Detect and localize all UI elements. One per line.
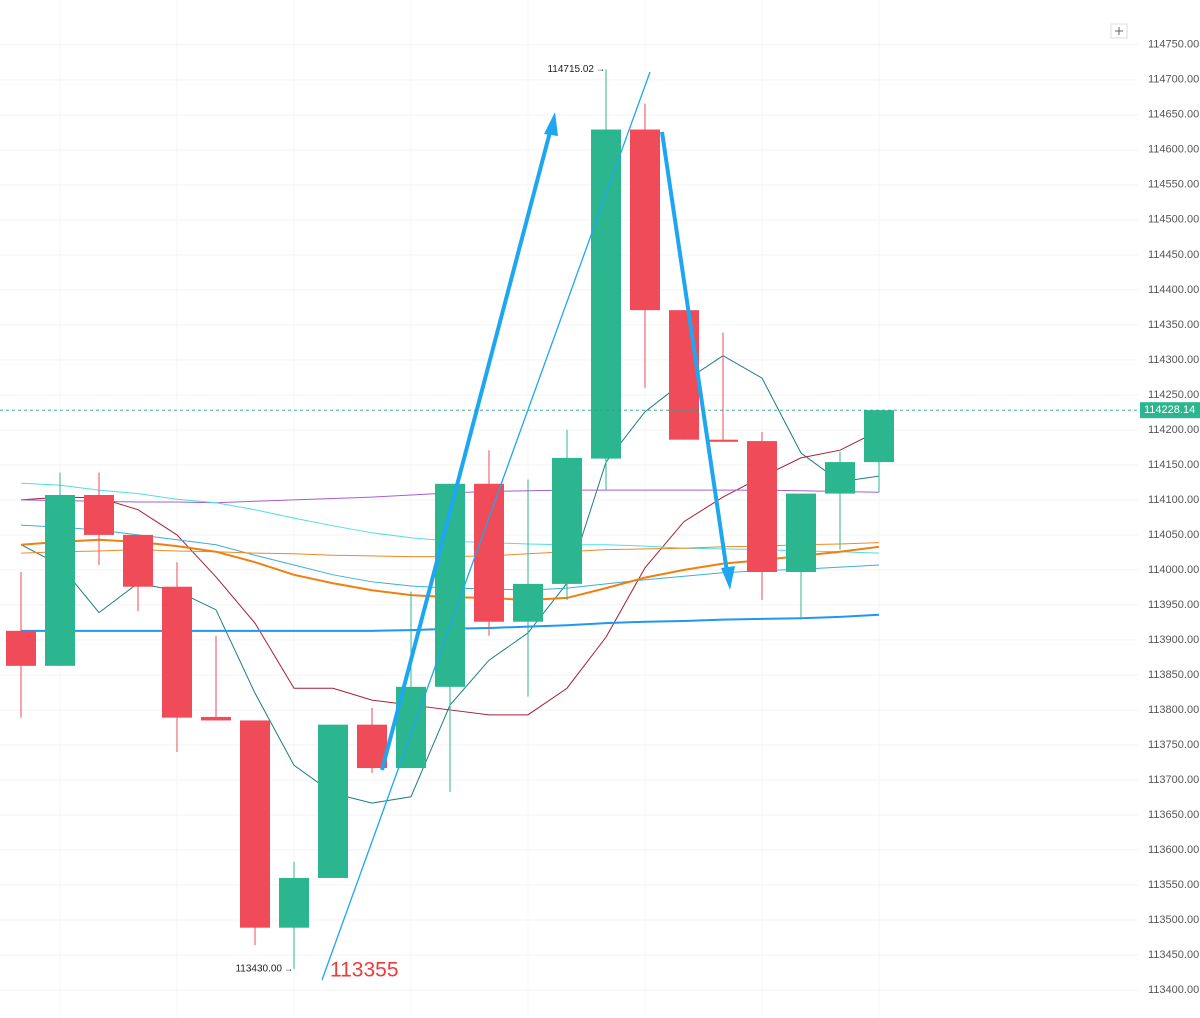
- candle-body: [552, 457, 582, 584]
- y-tick-label: 114350.00: [1148, 319, 1199, 331]
- up-arrow: [380, 131, 552, 771]
- candle-body: [357, 724, 387, 769]
- candle-body: [591, 129, 621, 459]
- candle-body: [45, 494, 75, 666]
- candle-body: [708, 439, 738, 442]
- candle-body: [6, 630, 36, 666]
- candle-body: [318, 724, 348, 878]
- y-tick-label: 114300.00: [1148, 354, 1199, 366]
- candle-body: [825, 462, 855, 494]
- last-price-label: 114228.14: [1144, 404, 1195, 416]
- candle-body: [474, 483, 504, 622]
- y-tick-label: 113600.00: [1148, 844, 1199, 856]
- candle-body: [513, 583, 543, 622]
- y-tick-label: 113900.00: [1148, 634, 1199, 646]
- candle-body: [279, 877, 309, 928]
- grid: [0, 44, 1138, 991]
- down-arrow: [660, 131, 729, 573]
- annotation: 113355: [330, 959, 399, 982]
- y-tick-label: 113750.00: [1148, 739, 1199, 751]
- y-tick-label: 113700.00: [1148, 774, 1199, 786]
- y-tick-label: 113950.00: [1148, 599, 1199, 611]
- candle-body: [630, 129, 660, 311]
- y-tick-label: 114100.00: [1148, 494, 1199, 506]
- candle-body: [162, 586, 192, 718]
- y-tick-label: 113800.00: [1148, 704, 1199, 716]
- y-tick-label: 114250.00: [1148, 389, 1199, 401]
- y-tick-label: 113450.00: [1148, 949, 1199, 961]
- last-price-tag: [1140, 402, 1200, 419]
- y-tick-label: 114750.00: [1148, 39, 1199, 51]
- candle-body: [864, 410, 894, 463]
- y-tick-label: 114150.00: [1148, 459, 1199, 471]
- y-tick-label: 114700.00: [1148, 74, 1199, 86]
- candle-body: [201, 716, 231, 721]
- low-label-arrow: →: [284, 963, 293, 973]
- y-tick-label: 114450.00: [1148, 249, 1199, 261]
- y-tick-label: 114000.00: [1148, 564, 1199, 576]
- high-label: 114715.02: [547, 64, 594, 75]
- crosshair-icon: [1115, 27, 1123, 35]
- trend-line: [321, 71, 651, 981]
- low-label: 113430.00: [235, 964, 282, 975]
- candle-body: [240, 720, 270, 928]
- y-tick-label: 113400.00: [1148, 984, 1199, 996]
- candle-body: [747, 441, 777, 573]
- y-tick-label: 113550.00: [1148, 879, 1199, 891]
- y-tick-label: 113500.00: [1148, 914, 1199, 926]
- y-tick-label: 114650.00: [1148, 109, 1199, 121]
- candle-body: [669, 310, 699, 440]
- candle-body: [84, 494, 114, 535]
- y-tick-label: 114050.00: [1148, 529, 1199, 541]
- y-tick-label: 114200.00: [1148, 424, 1199, 436]
- y-tick-label: 114400.00: [1148, 284, 1199, 296]
- high-label-arrow: →: [596, 64, 605, 74]
- y-tick-label: 114500.00: [1148, 214, 1199, 226]
- down-arrow-head: [721, 566, 735, 590]
- y-tick-label: 114600.00: [1148, 144, 1199, 156]
- y-tick-label: 114550.00: [1148, 179, 1199, 191]
- y-tick-label: 113850.00: [1148, 669, 1199, 681]
- candle-body: [123, 534, 153, 587]
- candle-body: [786, 493, 816, 573]
- up-arrow-head: [544, 112, 558, 136]
- y-tick-label: 113650.00: [1148, 809, 1199, 821]
- plot: [6, 69, 894, 969]
